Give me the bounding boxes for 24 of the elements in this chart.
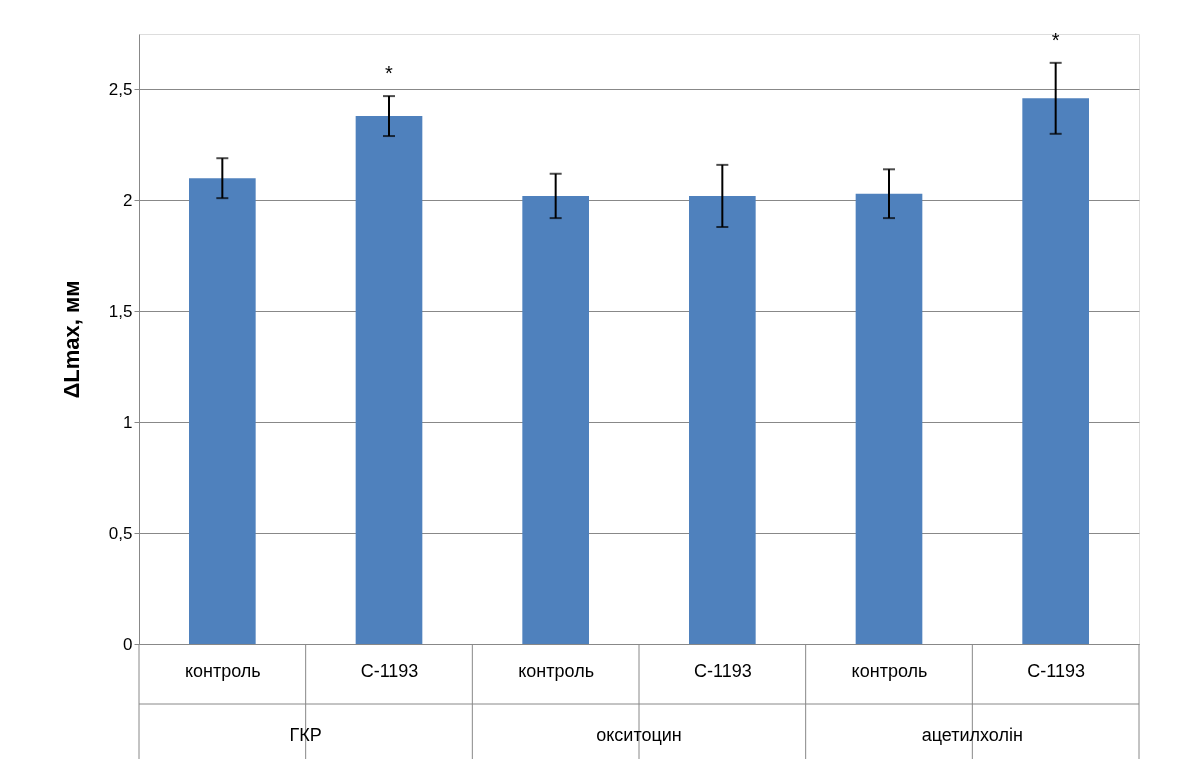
bar [689, 195, 756, 644]
y-tick-label: 1 [123, 412, 133, 432]
x-tick-label: С-1193 [693, 660, 752, 681]
data-label: * [385, 62, 394, 85]
text: ГКР [289, 725, 322, 745]
y-tick-label: 0 [123, 634, 133, 654]
x-tick-label: контроль [518, 660, 595, 681]
bar [355, 116, 423, 644]
bar [1022, 98, 1089, 644]
text: окситоцин [596, 725, 682, 745]
y-tick-label: 1,5 [108, 301, 133, 321]
bar [855, 193, 923, 644]
data-label: * [1051, 28, 1060, 51]
x-tick-label: С-1193 [1027, 660, 1086, 681]
y-tick-label: 2,5 [108, 79, 133, 99]
text: ацетилхолін [921, 725, 1023, 745]
y-axis-title: ΔLmax, мм [58, 280, 84, 399]
x-tick-label: контроль [851, 660, 928, 681]
x-tick-label: С-1193 [360, 660, 419, 681]
bar [189, 178, 256, 644]
y-tick-label: 0,5 [108, 523, 133, 543]
bar [522, 195, 589, 644]
y-tick-label: 2 [123, 190, 133, 210]
x-tick-label: контроль [184, 660, 261, 681]
